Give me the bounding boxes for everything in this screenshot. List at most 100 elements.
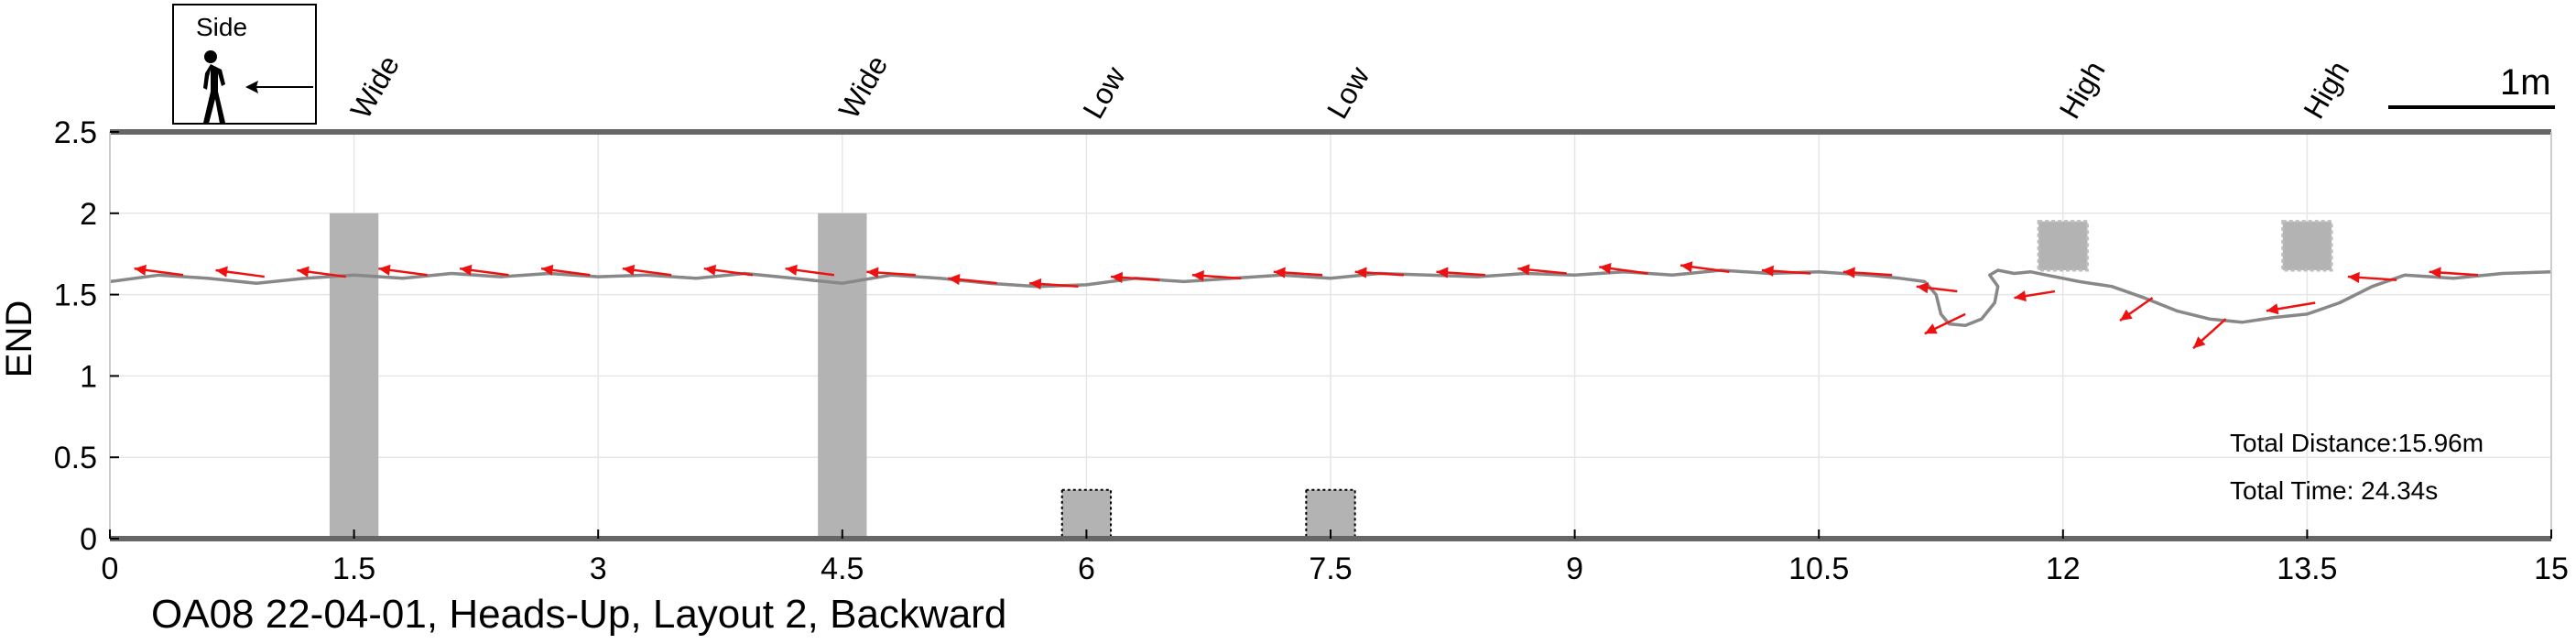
x-tick-label: 7.5 (1309, 551, 1352, 586)
direction-arrow-head (215, 266, 228, 278)
direction-arrow (948, 274, 997, 286)
y-tick-label: 2.5 (54, 115, 97, 150)
y-tick-label: 1.5 (54, 278, 97, 313)
direction-arrow (622, 264, 672, 277)
direction-arrow-head (866, 267, 879, 278)
direction-arrow (297, 266, 346, 278)
obstacle-labels: Wide Wide Low Low High High (343, 49, 2355, 124)
direction-arrow (1916, 282, 1958, 294)
direction-arrow-head (2192, 336, 2206, 349)
direction-arrow (2347, 271, 2397, 283)
y-axis-label: END (0, 300, 39, 377)
direction-arrow-head (1111, 271, 1124, 283)
direction-arrow-head (297, 266, 310, 278)
direction-arrow (2429, 267, 2479, 278)
direction-arrow (1924, 312, 1966, 335)
direction-arrow (2192, 318, 2227, 350)
left-arrow-icon (245, 81, 313, 93)
direction-arrow (785, 264, 835, 277)
direction-arrow (703, 264, 754, 277)
direction-arrow (378, 264, 428, 277)
direction-arrow (1273, 267, 1323, 278)
obstacle-label: High (2297, 56, 2355, 125)
direction-arrow (540, 264, 591, 277)
y-tick-label: 0.5 (54, 441, 97, 475)
direction-arrow-head (1842, 267, 1855, 278)
direction-arrow (1191, 270, 1242, 282)
direction-arrow-head (540, 264, 554, 276)
direction-arrow (1842, 267, 1893, 278)
direction-arrow-head (785, 264, 798, 276)
direction-arrow-head (622, 264, 636, 276)
direction-arrow (1517, 264, 1567, 276)
x-tick-label: 1.5 (332, 551, 375, 586)
direction-arrow-head (134, 264, 147, 276)
x-tick-label: 6 (1078, 551, 1095, 586)
direction-arrow-head (1924, 323, 1938, 334)
obstacle-label: High (2053, 56, 2112, 125)
direction-arrow-head (1680, 261, 1693, 273)
total-distance: Total Distance:15.96m (2230, 429, 2484, 457)
direction-arrow (1679, 261, 1730, 273)
obstacle-high (2037, 220, 2089, 272)
y-tick-label: 0 (80, 522, 97, 557)
x-tick-label: 15 (2534, 551, 2569, 586)
obstacle-high (2281, 220, 2333, 272)
direction-arrow-head (2014, 290, 2027, 302)
direction-arrow-head (2266, 303, 2279, 315)
x-tick-label: 0 (102, 551, 119, 586)
direction-arrow (1110, 271, 1160, 283)
direction-arrow (1029, 278, 1079, 290)
tick-labels: 0 1.5 3 4.5 6 7.5 9 10.5 12 13.5 15 0 0.5 1 1.5 2 2.5 (54, 115, 2569, 586)
direction-arrows (134, 261, 2479, 350)
direction-arrow-head (1191, 270, 1204, 282)
direction-arrow-head (460, 264, 473, 276)
direction-arrow-head (2120, 309, 2133, 322)
direction-arrow-head (1029, 278, 1042, 290)
obstacle-label: Low (1076, 60, 1132, 125)
direction-arrow (459, 264, 509, 277)
x-tick-label: 4.5 (821, 551, 864, 586)
direction-arrow-head (1517, 264, 1530, 276)
x-tick-label: 3 (590, 551, 607, 586)
direction-arrow-head (2429, 267, 2441, 278)
scale-bar-label: 1m (2500, 62, 2551, 103)
direction-arrow-head (378, 264, 391, 276)
direction-arrow-head (1354, 267, 1367, 278)
y-tick-label: 2 (80, 197, 97, 232)
direction-arrow (1599, 263, 1648, 275)
direction-arrow (215, 266, 266, 278)
direction-arrow (2266, 301, 2316, 315)
obstacle-label: Wide (343, 49, 406, 124)
y-tick-label: 1 (80, 359, 97, 394)
x-tick-label: 13.5 (2277, 551, 2337, 586)
total-time: Total Time: 24.34s (2230, 476, 2439, 505)
direction-arrow-head (1599, 263, 1612, 275)
direction-arrow-head (2347, 271, 2360, 283)
walking-person-icon (203, 50, 225, 124)
direction-arrow (1761, 265, 1811, 277)
direction-arrow-head (1436, 267, 1449, 278)
direction-arrow-head (1916, 282, 1929, 294)
direction-arrow-head (1273, 267, 1286, 278)
direction-arrow (2119, 297, 2154, 322)
legend: Side (172, 4, 317, 125)
grid-lines (109, 131, 2552, 540)
obstacle-wide (818, 213, 867, 540)
direction-arrow-head (703, 264, 717, 276)
direction-arrow-head (1761, 265, 1774, 277)
direction-arrow (134, 264, 184, 277)
direction-arrow (866, 267, 916, 278)
direction-arrow (1436, 267, 1485, 278)
direction-arrow-head (948, 274, 961, 286)
legend-title: Side (196, 13, 248, 41)
x-tick-label: 9 (1566, 551, 1583, 586)
obstacles (329, 213, 2333, 540)
direction-arrow (1354, 267, 1405, 278)
axes (109, 129, 2552, 541)
direction-arrow (2014, 289, 2056, 302)
obstacle-label: Low (1321, 60, 1376, 125)
x-tick-label: 12 (2046, 551, 2081, 586)
obstacle-wide (329, 213, 379, 540)
